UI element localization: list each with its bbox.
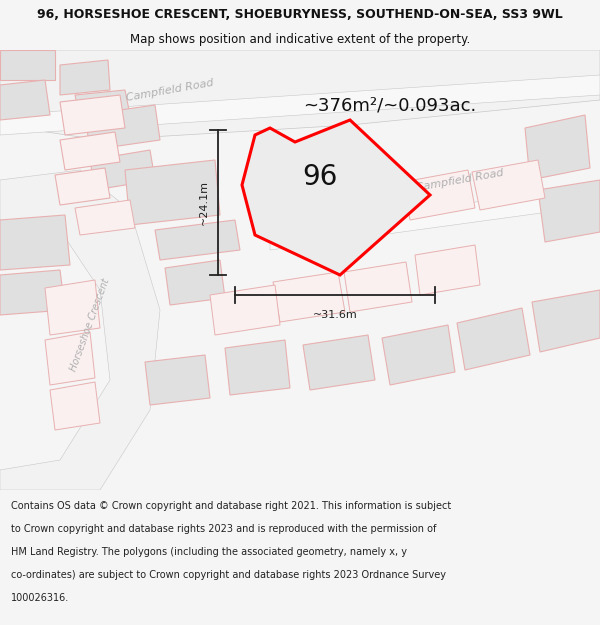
- Polygon shape: [85, 105, 160, 150]
- Polygon shape: [60, 132, 120, 170]
- Polygon shape: [60, 95, 125, 135]
- Polygon shape: [303, 335, 375, 390]
- Polygon shape: [55, 168, 110, 205]
- Polygon shape: [344, 262, 412, 312]
- Polygon shape: [45, 280, 100, 335]
- Text: Campfield Road: Campfield Road: [125, 78, 215, 102]
- Polygon shape: [50, 382, 100, 430]
- Polygon shape: [273, 272, 345, 322]
- Text: 100026316.: 100026316.: [11, 592, 69, 602]
- Polygon shape: [270, 185, 600, 250]
- Polygon shape: [165, 260, 225, 305]
- Text: HM Land Registry. The polygons (including the associated geometry, namely x, y: HM Land Registry. The polygons (includin…: [11, 547, 407, 557]
- Text: ~31.6m: ~31.6m: [313, 310, 358, 320]
- Polygon shape: [415, 245, 480, 295]
- Polygon shape: [525, 115, 590, 180]
- Polygon shape: [0, 215, 70, 270]
- Polygon shape: [0, 270, 65, 315]
- Polygon shape: [0, 170, 160, 490]
- Polygon shape: [145, 355, 210, 405]
- Polygon shape: [225, 340, 290, 395]
- Polygon shape: [155, 220, 240, 260]
- Polygon shape: [0, 50, 55, 80]
- Text: ~24.1m: ~24.1m: [199, 180, 209, 225]
- Text: Horseshoe Crescent: Horseshoe Crescent: [68, 277, 112, 373]
- Polygon shape: [382, 325, 455, 385]
- Text: Map shows position and indicative extent of the property.: Map shows position and indicative extent…: [130, 32, 470, 46]
- Polygon shape: [0, 75, 600, 135]
- Polygon shape: [210, 285, 280, 335]
- Text: Contains OS data © Crown copyright and database right 2021. This information is : Contains OS data © Crown copyright and d…: [11, 501, 451, 511]
- Polygon shape: [75, 90, 130, 120]
- Polygon shape: [90, 150, 155, 190]
- Text: 96: 96: [302, 163, 337, 191]
- Text: 96, HORSESHOE CRESCENT, SHOEBURYNESS, SOUTHEND-ON-SEA, SS3 9WL: 96, HORSESHOE CRESCENT, SHOEBURYNESS, SO…: [37, 8, 563, 21]
- Polygon shape: [532, 290, 600, 352]
- Text: to Crown copyright and database rights 2023 and is reproduced with the permissio: to Crown copyright and database rights 2…: [11, 524, 436, 534]
- Polygon shape: [45, 332, 95, 385]
- Text: ~376m²/~0.093ac.: ~376m²/~0.093ac.: [304, 96, 476, 114]
- Polygon shape: [0, 50, 600, 140]
- Polygon shape: [125, 160, 220, 225]
- Polygon shape: [60, 60, 110, 95]
- Text: co-ordinates) are subject to Crown copyright and database rights 2023 Ordnance S: co-ordinates) are subject to Crown copyr…: [11, 569, 446, 579]
- Polygon shape: [472, 160, 545, 210]
- Polygon shape: [0, 80, 50, 120]
- Text: Campfield Road: Campfield Road: [415, 168, 505, 192]
- Polygon shape: [75, 200, 135, 235]
- Polygon shape: [538, 180, 600, 242]
- Polygon shape: [403, 170, 475, 220]
- Polygon shape: [242, 120, 430, 275]
- Polygon shape: [457, 308, 530, 370]
